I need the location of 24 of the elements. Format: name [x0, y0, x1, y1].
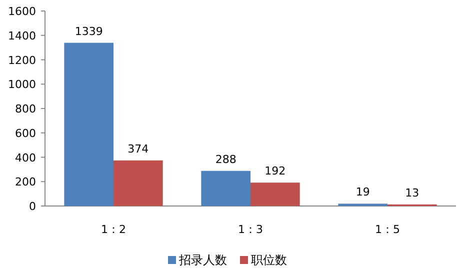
y-tick-label: 1400	[8, 29, 36, 42]
y-tick-label: 1000	[8, 78, 36, 92]
x-tick-label: 1：5	[375, 223, 400, 236]
data-label: 19	[356, 186, 370, 199]
bar	[201, 170, 250, 206]
y-tick-label: 800	[15, 102, 36, 116]
bar	[64, 42, 114, 206]
y-tick-label: 200	[15, 176, 36, 189]
data-label: 192	[264, 164, 286, 178]
legend-label: 职位数	[251, 253, 287, 267]
data-label: 1339	[74, 24, 103, 38]
y-tick-label: 0	[29, 200, 36, 213]
data-label: 13	[405, 186, 420, 200]
y-tick-label: 600	[15, 126, 36, 140]
legend-label: 招录人数	[178, 253, 227, 267]
y-tick-label: 400	[15, 151, 36, 164]
bar	[250, 182, 300, 206]
y-tick-label: 1600	[8, 5, 36, 18]
data-label: 288	[215, 152, 236, 166]
x-tick-label: 1：3	[238, 223, 263, 236]
data-label: 374	[128, 142, 149, 156]
bar	[114, 160, 163, 206]
x-tick-label: 1：2	[101, 223, 126, 236]
y-tick-label: 1200	[8, 54, 36, 67]
